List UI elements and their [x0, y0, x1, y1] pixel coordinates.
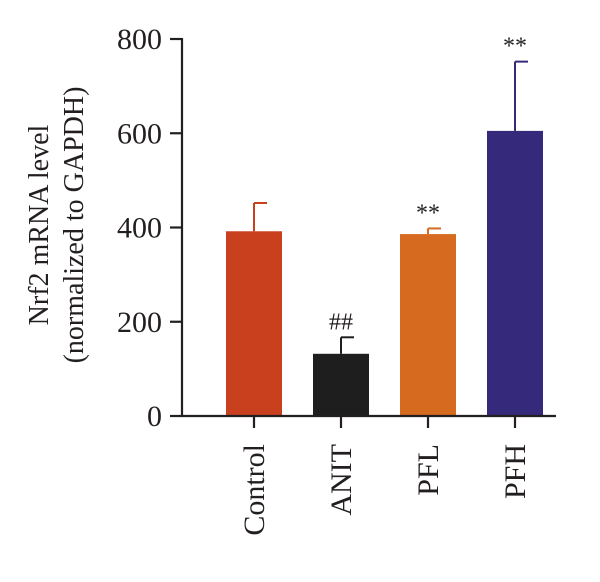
bar-pfl	[400, 234, 456, 416]
bar-anit	[313, 353, 369, 416]
y-tick-label: 200	[117, 306, 162, 339]
significance-label: **	[416, 200, 440, 226]
bar-control	[226, 231, 282, 416]
bars: ## ** **	[226, 34, 543, 417]
y-axis-title-line2: (normalized to GAPDH)	[59, 87, 90, 364]
y-axis-title: Nrf2 mRNA level (normalized to GAPDH)	[24, 87, 90, 364]
y-tick-label: 400	[117, 212, 162, 245]
x-tick-label: Control	[238, 444, 271, 536]
bar-pfh	[487, 130, 543, 417]
y-tick-label: 600	[117, 117, 162, 150]
y-tick-label: 0	[147, 400, 162, 433]
y-axis: 0 200 400 600 800	[117, 23, 184, 433]
x-axis: Control ANIT PFL PFH	[181, 414, 556, 536]
x-tick-label: PFL	[412, 444, 445, 496]
x-tick-label: ANIT	[325, 444, 358, 516]
significance-label: **	[503, 34, 527, 60]
x-tick-label: PFH	[499, 444, 532, 499]
y-axis-title-line1: Nrf2 mRNA level	[24, 124, 55, 325]
y-tick-label: 800	[117, 23, 162, 56]
significance-label: ##	[329, 309, 353, 335]
